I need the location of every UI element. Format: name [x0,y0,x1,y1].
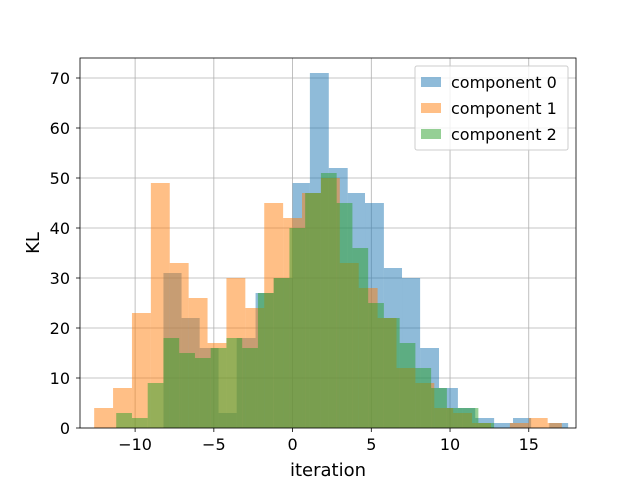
histogram-bar [415,368,432,428]
histogram-bar [94,408,114,428]
y-tick-label: 30 [50,269,70,288]
x-axis-ticks: −10 −5 0 5 10 15 [118,428,539,454]
histogram-bar [478,423,495,428]
x-axis-label: iteration [290,460,366,480]
histogram-bar [352,248,369,428]
histogram-bar [528,418,548,428]
x-tick-label: 0 [287,435,297,454]
histogram-bar [194,358,211,428]
histogram-bar [305,193,321,428]
histogram-bar [226,338,243,428]
histogram-bar [494,423,514,428]
histogram-bar [336,203,353,428]
x-tick-label: 15 [519,435,539,454]
histogram-bar [131,313,151,428]
legend-label: component 1 [451,99,557,118]
histogram-bar [509,423,529,428]
legend-swatch [421,129,441,139]
x-tick-label: 10 [440,435,460,454]
histogram-bar [547,423,562,428]
histogram-bar [257,293,274,428]
plot-frame [79,57,577,429]
histogram-bar [446,408,463,428]
histogram-bar [273,278,290,428]
histogram-bars [94,73,569,428]
y-tick-label: 40 [50,219,70,238]
x-tick-label: 5 [366,435,376,454]
histogram-bar [399,343,416,428]
legend: component 0 component 1 component 2 [414,65,569,151]
y-tick-label: 10 [50,369,70,388]
y-tick-label: 0 [60,419,70,438]
y-axis-ticks: 0 10 20 30 40 50 60 70 [50,69,80,438]
histogram-bar [163,338,180,428]
histogram-bar [179,353,195,428]
y-tick-label: 20 [50,319,70,338]
legend-label: component 2 [451,125,557,144]
histogram-bar [131,418,148,428]
legend-swatch [421,103,441,113]
y-tick-label: 60 [50,119,70,138]
legend-swatch [421,77,441,87]
legend-label: component 0 [451,73,557,92]
histogram-bar [320,173,337,428]
histogram-bar [147,383,164,428]
histogram-bar [242,348,258,428]
x-tick-label: −5 [202,435,226,454]
histogram-bar [383,318,400,428]
y-tick-label: 70 [50,69,70,88]
x-tick-label: −10 [118,435,152,454]
series-2-bars [116,173,495,428]
histogram-bar [289,228,306,428]
y-tick-label: 50 [50,169,70,188]
y-axis-label: KL [23,232,44,254]
legend-box [414,65,569,151]
histogram-bar [210,348,227,428]
histogram-bar [368,303,384,428]
histogram-bar [116,413,132,428]
histogram-bar [462,408,479,428]
histogram-bar [431,388,447,428]
